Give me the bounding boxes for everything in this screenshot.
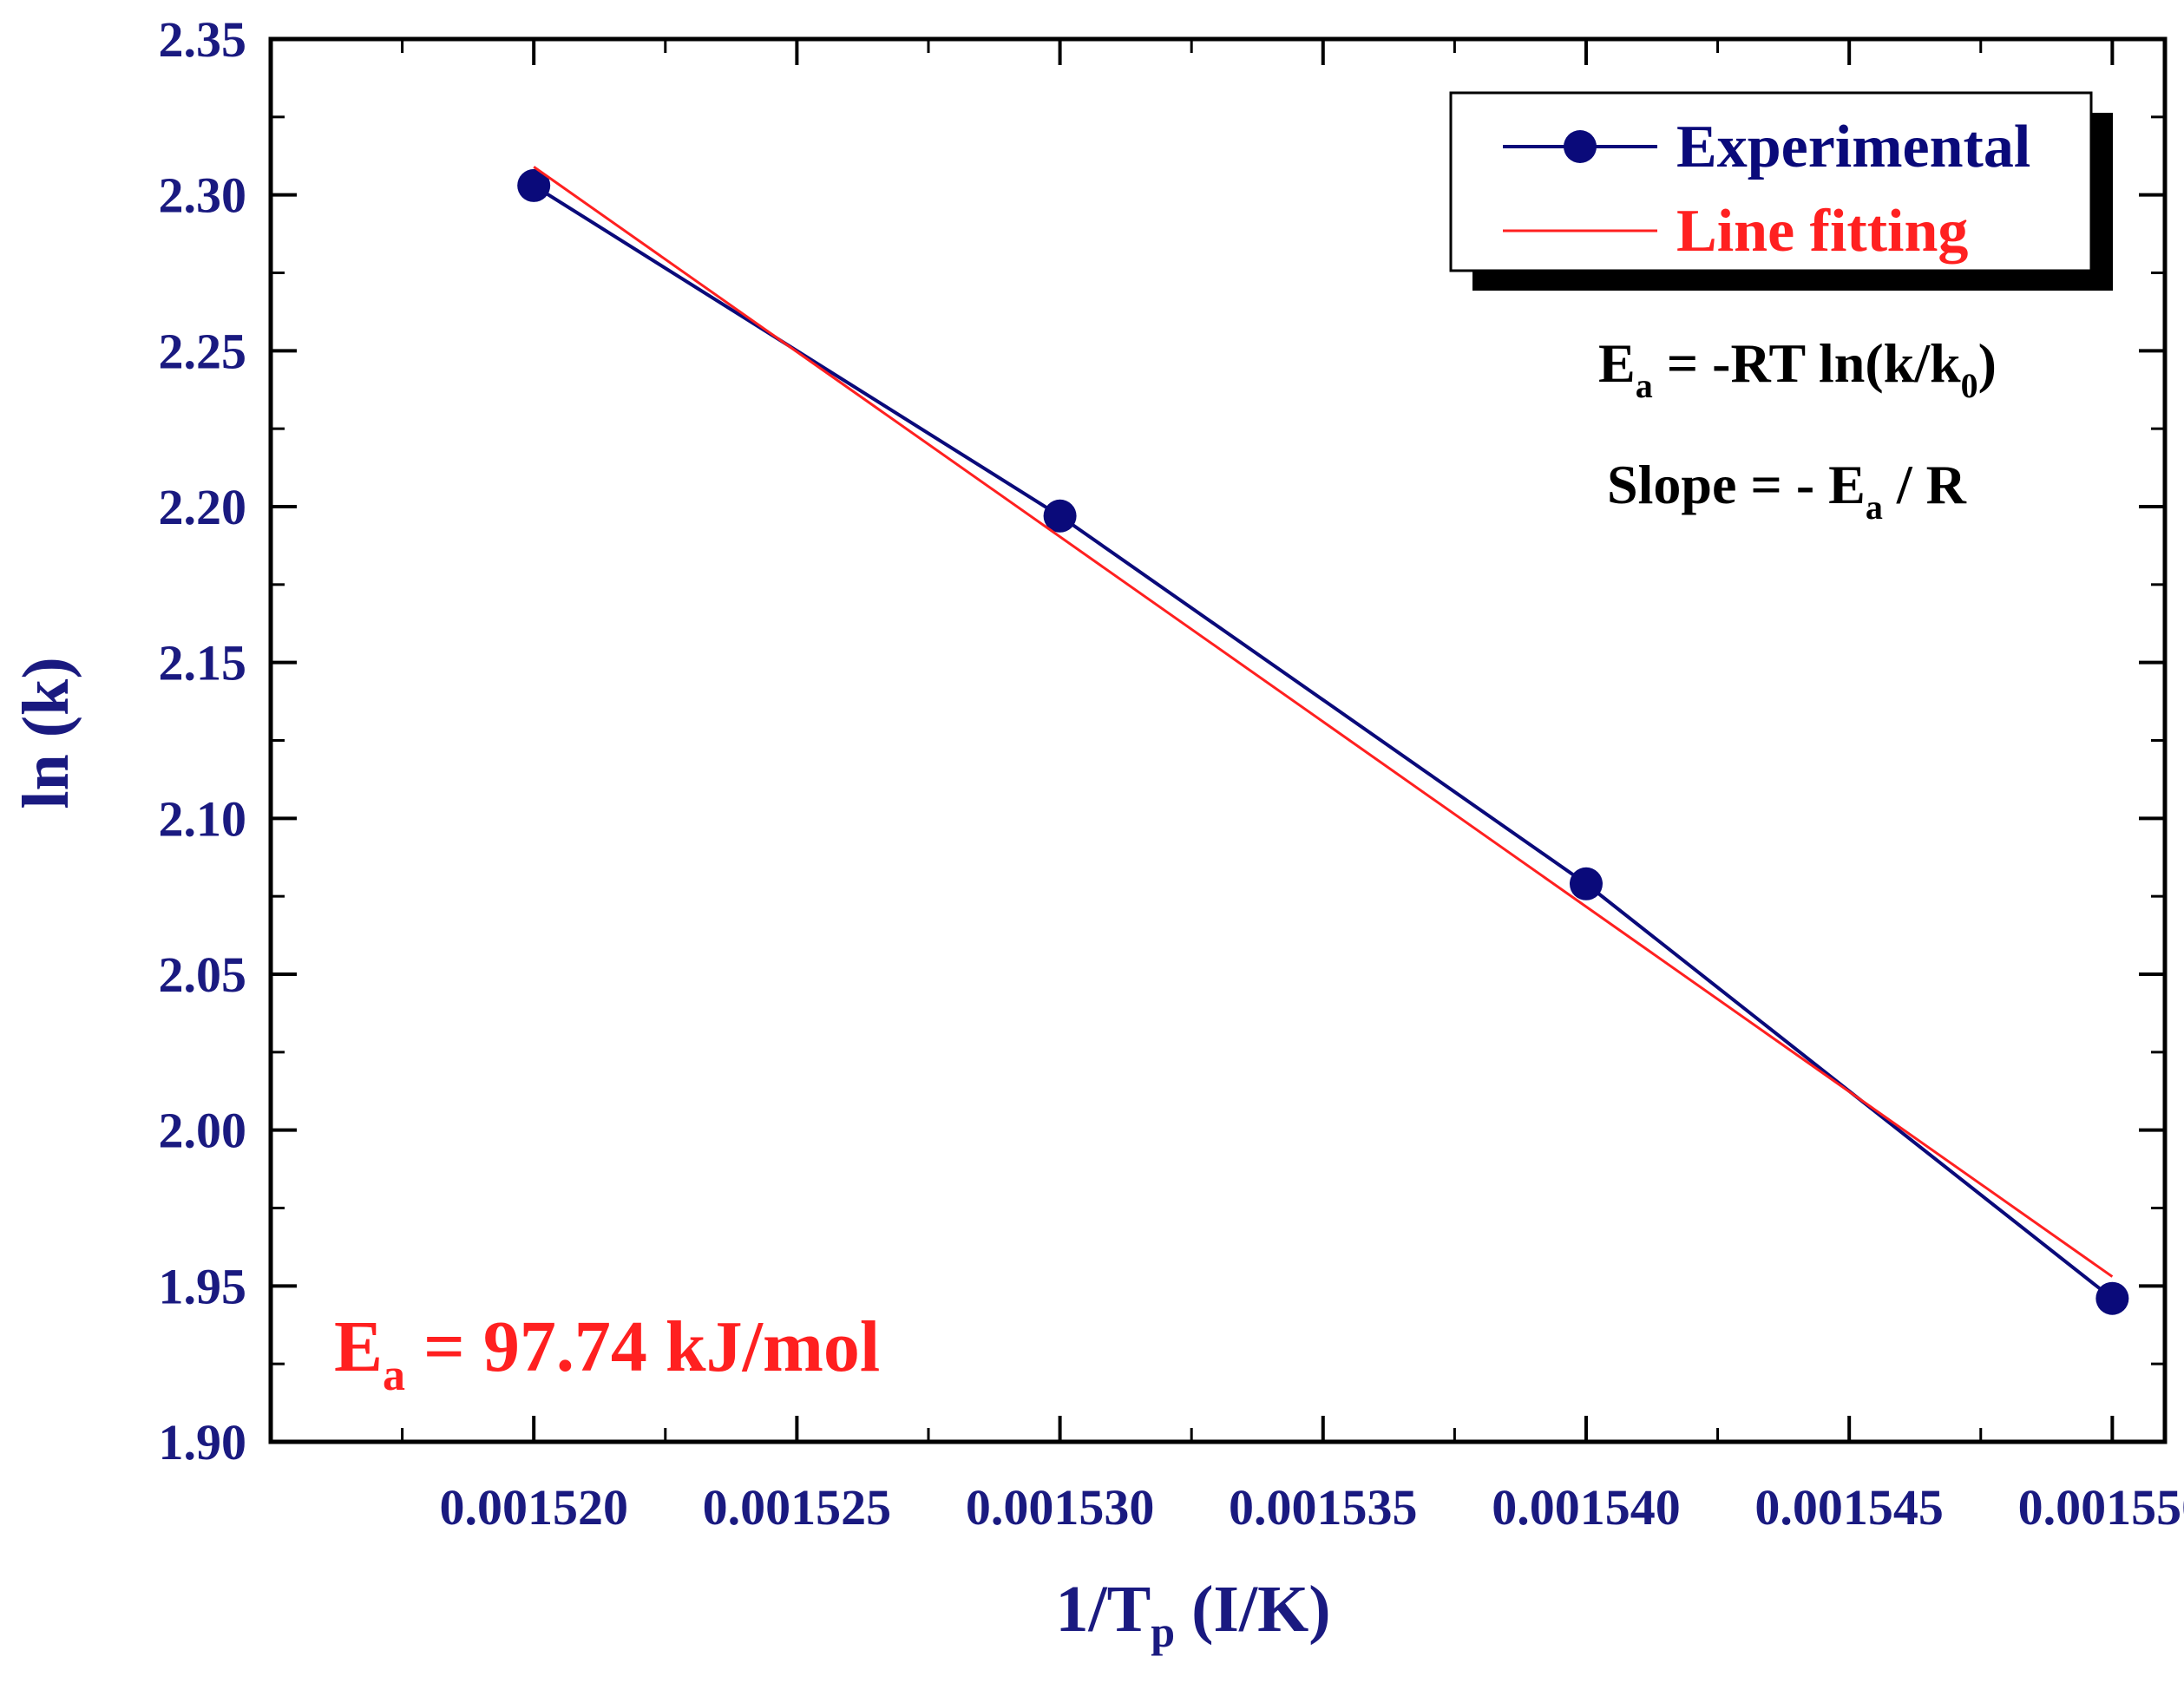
x-tick-labels: 0.001520 0.001525 0.001530 0.001535 0.001540…: [439, 1479, 2184, 1536]
series-layer: [517, 166, 2129, 1315]
x-axis-title-sub: p: [1151, 1608, 1175, 1656]
x-tick-label: 0.001545: [1754, 1479, 1944, 1536]
equation-k0-sub: 0: [1961, 366, 1978, 405]
x-axis-title-suffix: (I/K): [1175, 1573, 1330, 1646]
y-tick-label: 2.10: [159, 790, 247, 847]
legend-label-line-fitting: Line fitting: [1676, 198, 1968, 265]
y-axis-title: ln (k): [10, 657, 82, 809]
y-tick-label: 2.05: [159, 946, 247, 1003]
equation-slope-main: Slope = - E: [1607, 454, 1866, 515]
x-axis-title: 1/Tp (I/K): [1055, 1573, 1330, 1656]
y-tick-label: 2.20: [159, 479, 247, 535]
equation-slope: Slope = - Ea / R: [1607, 454, 1967, 527]
equation-slope-rest: / R: [1883, 454, 1967, 515]
x-tick-label: 0.001550: [2018, 1479, 2184, 1536]
equation-ea-main: E: [1598, 332, 1636, 394]
x-axis-title-main: 1/T: [1055, 1573, 1151, 1646]
legend: Experimental Line fitting: [1449, 91, 2113, 291]
data-point: [1569, 867, 1603, 900]
y-tick-label: 1.90: [159, 1414, 247, 1470]
data-point: [1043, 499, 1077, 533]
legend-box: [1449, 91, 2093, 272]
x-tick-label: 0.001540: [1492, 1479, 1681, 1536]
y-tick-label: 1.95: [159, 1258, 247, 1314]
equation-ea-rt: Ea = -RT ln(k/k0): [1598, 332, 1997, 405]
equation-ea-sub: a: [1636, 366, 1653, 405]
data-point: [517, 168, 551, 202]
activation-energy-rest: = 97.74 kJ/mol: [405, 1306, 880, 1387]
data-point: [2095, 1281, 2129, 1315]
y-tick-label: 2.35: [159, 11, 247, 68]
y-tick-label: 2.25: [159, 323, 247, 379]
x-tick-label: 0.001520: [439, 1479, 628, 1536]
legend-label-experimental: Experimental: [1676, 114, 2030, 180]
activation-energy-sub: a: [383, 1351, 405, 1400]
activation-energy-label: Ea = 97.74 kJ/mol: [334, 1306, 880, 1400]
x-tick-label: 0.001535: [1229, 1479, 1418, 1536]
equation-ea-rest: = -RT ln(k/k: [1653, 332, 1961, 394]
legend-marker-experimental: [1564, 130, 1597, 163]
equation-slope-sub: a: [1866, 488, 1883, 527]
y-tick-label: 2.30: [159, 167, 247, 224]
x-tick-label: 0.001530: [966, 1479, 1155, 1536]
equation-ea-end: ): [1978, 332, 1997, 394]
y-tick-label: 2.15: [159, 635, 247, 691]
series-line-line-fitting: [533, 166, 2114, 1278]
y-tick-labels: 1.90 1.95 2.00 2.05 2.10 2.15 2.20 2.25 2.30 2.35: [159, 11, 247, 1470]
plot-frame: [268, 36, 2168, 1444]
x-tick-label: 0.001525: [703, 1479, 892, 1536]
y-tick-label: 2.00: [159, 1103, 247, 1159]
activation-energy-main: E: [334, 1306, 383, 1387]
